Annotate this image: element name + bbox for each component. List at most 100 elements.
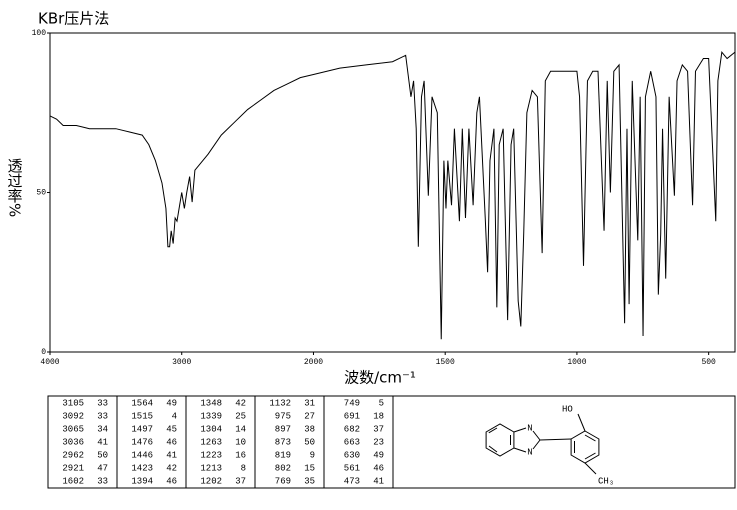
- hydroxyl-label: HO: [562, 404, 573, 414]
- double-bond: [488, 445, 498, 453]
- peak-transmittance: 41: [166, 450, 177, 460]
- peak-transmittance: 49: [373, 450, 384, 460]
- x-tick-label: 500: [701, 358, 716, 367]
- peak-wavenumber: 819: [275, 450, 291, 460]
- peak-transmittance: 8: [241, 463, 246, 473]
- peak-wavenumber: 1446: [131, 450, 153, 460]
- x-axis-label: 波数/cm⁻¹: [344, 369, 416, 387]
- peak-wavenumber: 1213: [200, 463, 222, 473]
- peak-transmittance: 37: [373, 424, 384, 434]
- peak-transmittance: 25: [235, 411, 246, 421]
- bond: [584, 462, 597, 475]
- peak-transmittance: 46: [166, 476, 177, 486]
- peak-transmittance: 50: [97, 450, 108, 460]
- methyl-label: CH₃: [598, 476, 614, 486]
- peak-wavenumber: 1476: [131, 437, 153, 447]
- peak-transmittance: 9: [310, 450, 315, 460]
- peak-wavenumber: 691: [344, 411, 360, 421]
- x-tick-label: 1500: [436, 358, 455, 367]
- peak-wavenumber: 873: [275, 437, 291, 447]
- table-frame: [47, 395, 736, 489]
- peak-wavenumber: 1223: [200, 450, 222, 460]
- peak-wavenumber: 1263: [200, 437, 222, 447]
- peak-wavenumber: 682: [344, 424, 360, 434]
- nitrogen-label: N: [527, 423, 532, 433]
- peak-transmittance: 4: [172, 411, 177, 421]
- peak-wavenumber: 1564: [131, 398, 153, 408]
- bond: [513, 427, 527, 433]
- double-bond: [584, 434, 596, 442]
- peak-wavenumber: 663: [344, 437, 360, 447]
- peak-transmittance: 49: [166, 398, 177, 408]
- peak-transmittance: 15: [304, 463, 315, 473]
- bond: [532, 439, 541, 450]
- peak-wavenumber: 1515: [131, 411, 153, 421]
- peak-transmittance: 33: [97, 398, 108, 408]
- peak-transmittance: 47: [97, 463, 108, 473]
- peak-wavenumber: 630: [344, 450, 360, 460]
- peak-transmittance: 27: [304, 411, 315, 421]
- peak-transmittance: 34: [97, 424, 108, 434]
- peak-wavenumber: 561: [344, 463, 360, 473]
- peak-transmittance: 16: [235, 450, 246, 460]
- nitrogen-label: N: [527, 447, 532, 457]
- peak-wavenumber: 1304: [200, 424, 222, 434]
- peak-wavenumber: 802: [275, 463, 291, 473]
- chart-title: KBr压片法: [38, 10, 109, 28]
- peak-transmittance: 37: [235, 476, 246, 486]
- peak-transmittance: 38: [304, 424, 315, 434]
- peak-wavenumber: 1132: [269, 398, 291, 408]
- peak-transmittance: 35: [304, 476, 315, 486]
- x-tick-label: 2000: [304, 358, 323, 367]
- y-tick-label: 0: [41, 348, 46, 357]
- peak-transmittance: 33: [97, 476, 108, 486]
- peak-wavenumber: 473: [344, 476, 360, 486]
- peak-wavenumber: 1394: [131, 476, 153, 486]
- peak-transmittance: 45: [166, 424, 177, 434]
- bond: [513, 447, 527, 453]
- peak-wavenumber: 1423: [131, 463, 153, 473]
- x-tick-label: 4000: [40, 358, 59, 367]
- peak-wavenumber: 1202: [200, 476, 222, 486]
- peak-transmittance: 23: [373, 437, 384, 447]
- peak-transmittance: 42: [235, 398, 246, 408]
- double-bond: [488, 427, 498, 434]
- peak-wavenumber: 3036: [62, 437, 84, 447]
- spectrum-line: [49, 50, 736, 340]
- table-separators: [116, 396, 394, 488]
- peak-transmittance: 18: [373, 411, 384, 421]
- peak-wavenumber: 1602: [62, 476, 84, 486]
- peak-transmittance: 10: [235, 437, 246, 447]
- peak-transmittance: 46: [166, 437, 177, 447]
- peak-wavenumber: 1497: [131, 424, 153, 434]
- peak-transmittance: 42: [166, 463, 177, 473]
- bond: [532, 430, 541, 441]
- peak-wavenumber: 769: [275, 476, 291, 486]
- peak-transmittance: 5: [379, 398, 384, 408]
- x-tick-label: 3000: [172, 358, 191, 367]
- peak-transmittance: 46: [373, 463, 384, 473]
- y-tick-label: 50: [36, 189, 46, 198]
- peak-wavenumber: 1348: [200, 398, 222, 408]
- peak-transmittance: 14: [235, 424, 246, 434]
- peak-wavenumber: 3065: [62, 424, 84, 434]
- bond: [577, 413, 586, 432]
- structure: [485, 413, 600, 475]
- peak-wavenumber: 975: [275, 411, 291, 421]
- y-tick-label: 100: [32, 29, 47, 38]
- peak-transmittance: 33: [97, 411, 108, 421]
- peak-wavenumber: 2962: [62, 450, 84, 460]
- peak-wavenumber: 749: [344, 398, 360, 408]
- peak-wavenumber: 897: [275, 424, 291, 434]
- peak-transmittance: 50: [304, 437, 315, 447]
- peak-wavenumber: 3105: [62, 398, 84, 408]
- peak-wavenumber: 1339: [200, 411, 222, 421]
- peak-transmittance: 41: [97, 437, 108, 447]
- peak-wavenumber: 3092: [62, 411, 84, 421]
- peak-wavenumber: 2921: [62, 463, 84, 473]
- double-bond: [584, 452, 596, 460]
- x-tick-label: 1000: [567, 358, 586, 367]
